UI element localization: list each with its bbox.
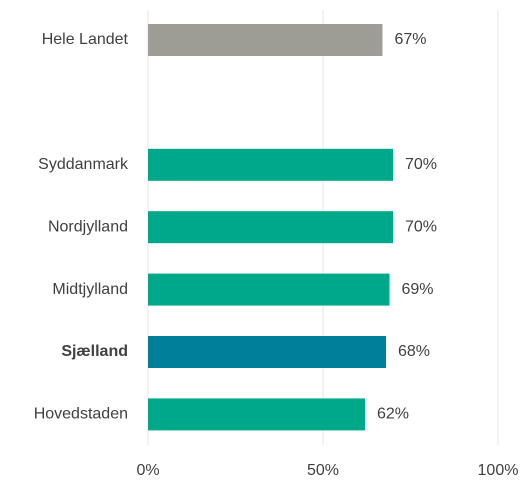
bar: [148, 398, 365, 431]
value-label: 70%: [405, 218, 437, 235]
x-tick-label: 100%: [478, 462, 519, 479]
y-tick-label: Syddanmark: [38, 156, 129, 173]
x-tick-label: 0%: [136, 462, 159, 479]
y-tick-label: Hovedstaden: [34, 406, 128, 423]
y-tick-label: Hele Landet: [42, 31, 129, 48]
value-label: 68%: [398, 343, 430, 360]
y-tick-label: Nordjylland: [48, 218, 128, 235]
bar: [148, 211, 393, 244]
value-label: 67%: [395, 31, 427, 48]
bar: [148, 24, 383, 56]
bar: [148, 148, 393, 181]
value-label: 62%: [377, 406, 409, 423]
y-tick-label: Midtjylland: [52, 281, 128, 298]
y-tick-label: Sjælland: [61, 343, 128, 360]
x-tick-label: 50%: [307, 462, 339, 479]
bar: [148, 273, 390, 306]
value-label: 69%: [402, 281, 434, 298]
bar: [148, 336, 386, 368]
value-label: 70%: [405, 156, 437, 173]
